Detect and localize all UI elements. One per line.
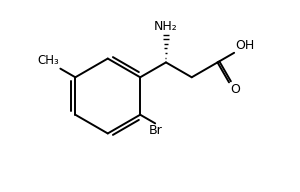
Text: NH₂: NH₂: [154, 20, 178, 33]
Text: Br: Br: [149, 124, 163, 137]
Text: CH₃: CH₃: [38, 54, 59, 67]
Text: OH: OH: [235, 39, 254, 52]
Text: O: O: [231, 83, 240, 96]
